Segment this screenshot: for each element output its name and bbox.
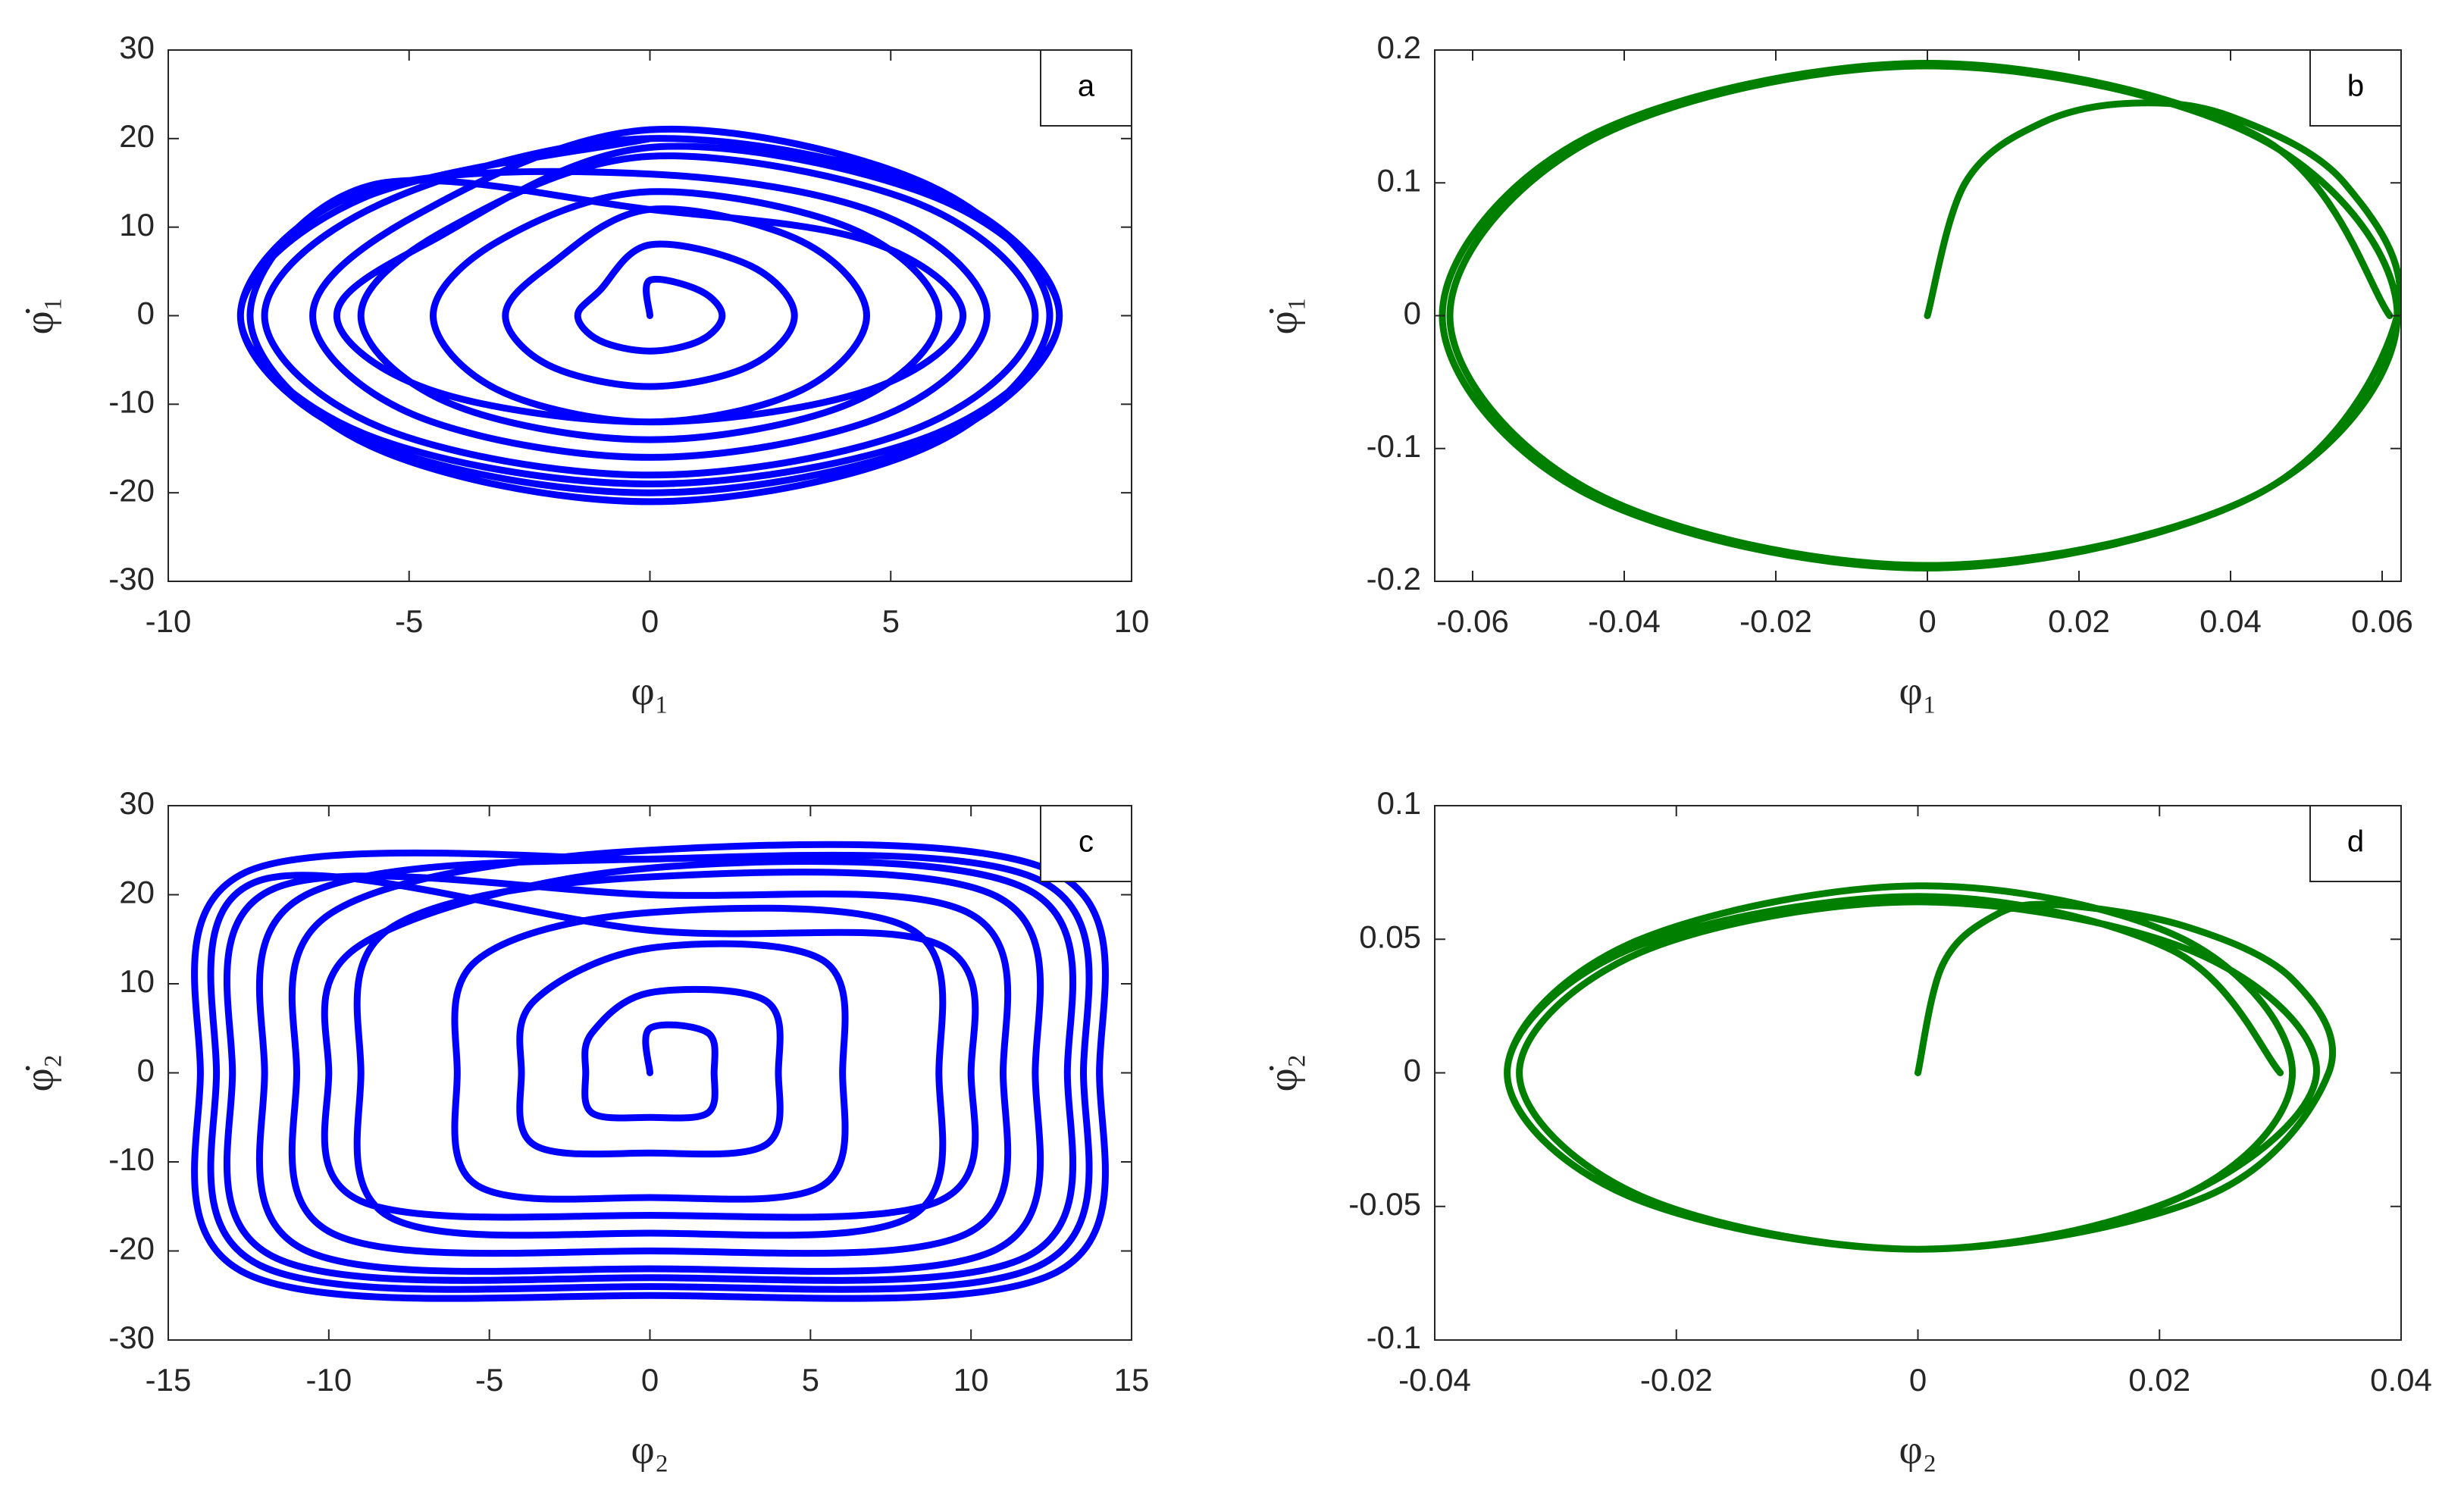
- panel-label: d: [2347, 825, 2364, 859]
- x-tick-label: 10: [953, 1362, 989, 1398]
- y-tick-label: 0: [1404, 1053, 1421, 1088]
- trajectory: [1439, 60, 2401, 572]
- x-tick-label: 0.02: [2048, 603, 2110, 639]
- panel-label-box: [1040, 49, 1132, 127]
- y-tick-label: 0.1: [1377, 162, 1421, 198]
- y-tick-label: 0.05: [1359, 919, 1421, 954]
- y-tick-label: -10: [108, 384, 155, 419]
- y-axis-label: φ̇₁: [1260, 297, 1305, 335]
- panel-label-box: [1040, 805, 1132, 882]
- y-tick-label: -0.2: [1367, 561, 1421, 596]
- y-tick-label: 20: [119, 875, 155, 910]
- x-axis-label: φ₁: [631, 668, 669, 713]
- x-tick-label: 0: [1909, 1362, 1927, 1398]
- y-tick-label: 0: [137, 1053, 155, 1088]
- x-tick-label: -0.04: [1398, 1362, 1471, 1398]
- y-tick-label: 0.2: [1377, 30, 1421, 65]
- trajectory: [1504, 882, 2336, 1253]
- panel: -0.04 -0.02 0 0.02 0.04 -0.1 -0.05 0 0.05 0.1 φ₂ φ̇…: [1260, 785, 2431, 1472]
- x-tick-label: -0.02: [1640, 1362, 1713, 1398]
- x-axis-label: φ₁: [1899, 668, 1937, 713]
- y-axis-label: φ̇₂: [16, 1054, 61, 1092]
- x-axis-label: φ₂: [631, 1426, 669, 1472]
- y-tick-label: -0.05: [1348, 1186, 1421, 1222]
- x-tick-label: 0: [641, 603, 659, 639]
- y-tick-label: -30: [108, 561, 155, 596]
- y-tick-label: 10: [119, 207, 155, 243]
- y-tick-label: -30: [108, 1320, 155, 1355]
- trajectory: [236, 125, 1063, 506]
- x-tick-label: 5: [882, 603, 900, 639]
- x-tick-label: -10: [305, 1362, 352, 1398]
- y-tick-label: -10: [108, 1141, 155, 1177]
- panel: -0.06 -0.04 -0.02 0 0.02 0.04 0.06 -0.2 -0.1 0 0.1…: [1260, 30, 2412, 713]
- trajectory: [191, 841, 1109, 1302]
- y-tick-label: 0: [1404, 296, 1421, 331]
- x-tick-label: -10: [146, 603, 192, 639]
- x-tick-label: 10: [1114, 603, 1150, 639]
- y-tick-label: 10: [119, 963, 155, 999]
- x-tick-label: -0.02: [1739, 603, 1812, 639]
- y-tick-label: 30: [119, 30, 155, 65]
- y-tick-label: -20: [108, 1231, 155, 1266]
- x-axis-label: φ₂: [1899, 1426, 1937, 1472]
- panel: -15 -10 -5 0 5 10 15 -30 -20 -10 0 10 20 30 φ₂ φ̇₂ c: [16, 785, 1149, 1472]
- y-tick-label: 0.1: [1377, 785, 1421, 821]
- x-tick-label: -5: [395, 603, 423, 639]
- x-tick-label: -0.04: [1588, 603, 1661, 639]
- x-tick-label: 5: [802, 1362, 819, 1398]
- x-tick-label: 0: [1918, 603, 1936, 639]
- panel-label: c: [1079, 825, 1094, 859]
- x-tick-label: 0.04: [2370, 1362, 2432, 1398]
- panel-label-box: [2309, 805, 2402, 882]
- y-tick-label: -0.1: [1367, 428, 1421, 464]
- panel-label: b: [2347, 70, 2364, 103]
- y-axis-label: φ̇₂: [1260, 1054, 1305, 1092]
- x-tick-label: 0.02: [2128, 1362, 2190, 1398]
- x-tick-label: -5: [475, 1362, 503, 1398]
- panel-label: a: [1078, 70, 1095, 103]
- x-tick-label: 0.04: [2199, 603, 2262, 639]
- y-tick-label: 0: [137, 296, 155, 331]
- panel: -10 -5 0 5 10 -30 -20 -10 0 10 20 30 φ₁ φ̇₁ a: [16, 30, 1149, 713]
- panel-label-box: [2309, 49, 2402, 127]
- y-tick-label: 20: [119, 118, 155, 154]
- x-tick-label: -15: [146, 1362, 192, 1398]
- x-tick-label: 0.06: [2351, 603, 2413, 639]
- x-tick-label: 15: [1114, 1362, 1150, 1398]
- y-tick-label: -0.1: [1367, 1320, 1421, 1355]
- y-axis-label: φ̇₁: [16, 297, 61, 335]
- y-tick-label: 30: [119, 785, 155, 821]
- x-tick-label: -0.06: [1436, 603, 1509, 639]
- x-tick-label: 0: [641, 1362, 659, 1398]
- y-tick-label: -20: [108, 472, 155, 508]
